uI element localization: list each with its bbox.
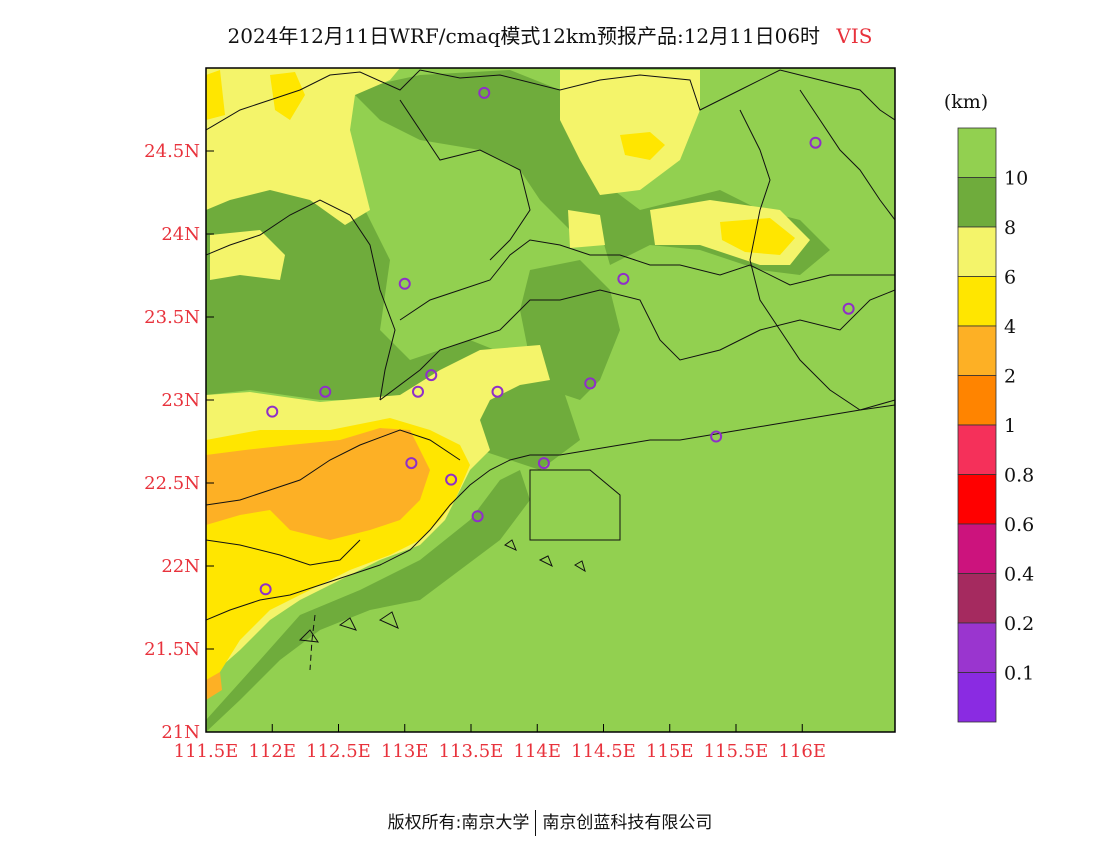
y-tick-label: 21.5N: [144, 639, 200, 660]
station-marker: [478, 86, 491, 99]
colorbar-label: 0.1: [1004, 663, 1034, 685]
y-axis: 21N 21.5N 22N 22.5N 23N 23.5N 24N 24.5N: [144, 141, 214, 743]
county-lines-south: [206, 429, 461, 506]
x-tick-label: 113.5E: [439, 741, 504, 762]
colorbar-swatch: [957, 523, 997, 574]
station-marker: [445, 473, 458, 486]
station-marker: [617, 272, 630, 285]
county-lines-sw: [206, 539, 361, 566]
station-marker: [259, 583, 272, 596]
station-marker: [412, 385, 424, 398]
y-tick-label: 22.5N: [144, 473, 200, 494]
y-tick-label: 22N: [161, 556, 200, 577]
colorbar-swatch: [957, 672, 997, 723]
vis-band-6-8-north: [560, 70, 700, 195]
colorbar-label: 8: [1004, 217, 1016, 239]
y-tick-label: 24.5N: [144, 141, 200, 162]
admin-boundaries: [206, 69, 895, 671]
colorbar-swatch: [957, 375, 997, 426]
y-tick-label: 23N: [161, 390, 200, 411]
county-lines-ne: [799, 89, 895, 221]
maritime-boundary: [309, 614, 316, 671]
x-tick-label: 114E: [514, 741, 562, 762]
y-tick-label: 21N: [161, 722, 200, 743]
station-marker: [710, 430, 723, 443]
vis-band-4-6-north-left: [206, 70, 225, 120]
colorbar-swatch: [957, 226, 997, 277]
colorbar-label: 0.6: [1004, 514, 1034, 536]
colorbar-swatch: [957, 424, 997, 475]
colorbar-swatch: [957, 474, 997, 525]
estuary-bay: [529, 469, 621, 541]
vis-band-6-8-nw: [206, 68, 400, 225]
station-marker: [266, 405, 279, 418]
station-marker: [584, 377, 597, 390]
station-marker: [537, 457, 550, 470]
vis-band-6-8-central: [568, 210, 605, 248]
station-markers: [259, 86, 855, 596]
x-tick-label: 112.5E: [306, 741, 371, 762]
x-tick-label: 114.5E: [571, 741, 636, 762]
title-main: 2024年12月11日WRF/cmaq模式12km预报产品:12月11日06时: [227, 24, 821, 48]
station-marker: [809, 136, 822, 149]
vis-band-4-6-ne-pocket: [720, 218, 795, 255]
colorbar-unit: (km): [944, 91, 988, 113]
colorbar-swatch: [957, 177, 997, 228]
colorbar-label: 0.4: [1004, 564, 1034, 586]
colorbar-swatch: [957, 127, 997, 178]
county-lines-mid: [379, 289, 895, 401]
map-title: 2024年12月11日WRF/cmaq模式12km预报产品:12月11日06时 …: [0, 20, 1100, 49]
colorbar-label: 2: [1004, 366, 1016, 388]
station-marker: [398, 277, 411, 290]
vis-band-2-4-south: [206, 428, 430, 540]
county-lines-center: [399, 239, 895, 321]
copyright-footer: 版权所有:南京大学 南京创蓝科技有限公司: [0, 808, 1100, 836]
colorbar-label: 1: [1004, 415, 1016, 437]
x-tick-label: 112E: [249, 741, 297, 762]
colorbar-swatch: [957, 325, 997, 376]
coastline: [206, 404, 895, 621]
colorbar-swatch: [957, 622, 997, 673]
colorbar-label: 0.2: [1004, 613, 1034, 635]
y-tick-label: 24N: [161, 224, 200, 245]
vis-band-4-6-north-mid: [270, 72, 305, 120]
x-tick-label: 111.5E: [174, 741, 239, 762]
visibility-field: [206, 68, 895, 732]
colorbar-label: 6: [1004, 267, 1016, 289]
station-marker: [491, 385, 504, 398]
station-marker: [471, 510, 484, 523]
colorbar-swatch: [957, 276, 997, 327]
vis-band-8-10-coast: [206, 470, 530, 732]
station-marker: [405, 457, 418, 470]
footer-separator: [535, 810, 537, 836]
vis-band-2-4-sw-pocket: [206, 672, 222, 700]
vis-band-4-6-north-east: [620, 132, 665, 160]
title-variable: VIS: [836, 24, 873, 48]
colorbar: (km) 10 8 6 4 2 1 0.8 0.6 0.4 0.2 0.1: [944, 91, 1034, 723]
province-boundary-north: [206, 69, 895, 131]
vis-band-6-8-west-pocket: [210, 230, 285, 280]
x-tick-label: 115E: [646, 741, 694, 762]
footer-right: 南京创蓝科技有限公司: [542, 813, 713, 833]
station-marker: [425, 369, 438, 382]
x-axis: 111.5E 112E 112.5E 113E 113.5E 114E 114.5E 115E…: [174, 724, 826, 762]
footer-left: 版权所有:南京大学: [387, 813, 530, 833]
colorbar-label: 0.8: [1004, 465, 1034, 487]
colorbar-swatches: [957, 127, 997, 723]
colorbar-swatch: [957, 573, 997, 624]
county-lines-west: [206, 199, 396, 401]
x-tick-label: 116E: [779, 741, 827, 762]
x-tick-label: 115.5E: [704, 741, 769, 762]
colorbar-labels: 10 8 6 4 2 1 0.8 0.6 0.4 0.2 0.1: [1004, 168, 1034, 685]
colorbar-label: 10: [1004, 168, 1028, 190]
colorbar-label: 4: [1004, 316, 1016, 338]
county-lines-east: [739, 109, 895, 411]
y-tick-label: 23.5N: [144, 307, 200, 328]
islands: [298, 539, 586, 643]
county-lines-north-center: [399, 99, 531, 261]
x-tick-label: 113E: [381, 741, 429, 762]
station-marker: [842, 302, 855, 315]
station-marker: [319, 385, 332, 398]
